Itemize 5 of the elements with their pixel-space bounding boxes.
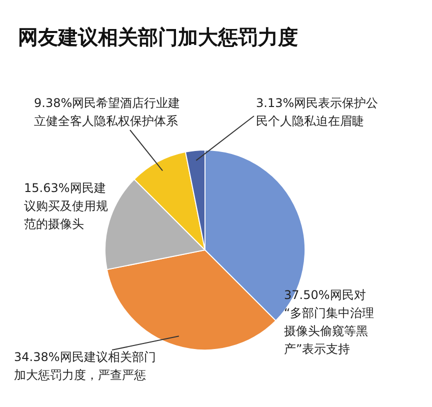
chart-title: 网友建议相关部门加大惩罚力度: [18, 25, 298, 49]
slice-label: 15.63%网民建议购买及使用规范的摄像头: [24, 181, 108, 231]
slice-label: 9.38%网民希望酒店行业建立健全客人隐私权保护体系: [34, 96, 180, 128]
slice-label: 3.13%网民表示保护公民个人隐私迫在眉睫: [256, 96, 378, 128]
slice-label: 34.38%网民建议相关部门加大惩罚力度，严查严惩: [14, 350, 156, 382]
